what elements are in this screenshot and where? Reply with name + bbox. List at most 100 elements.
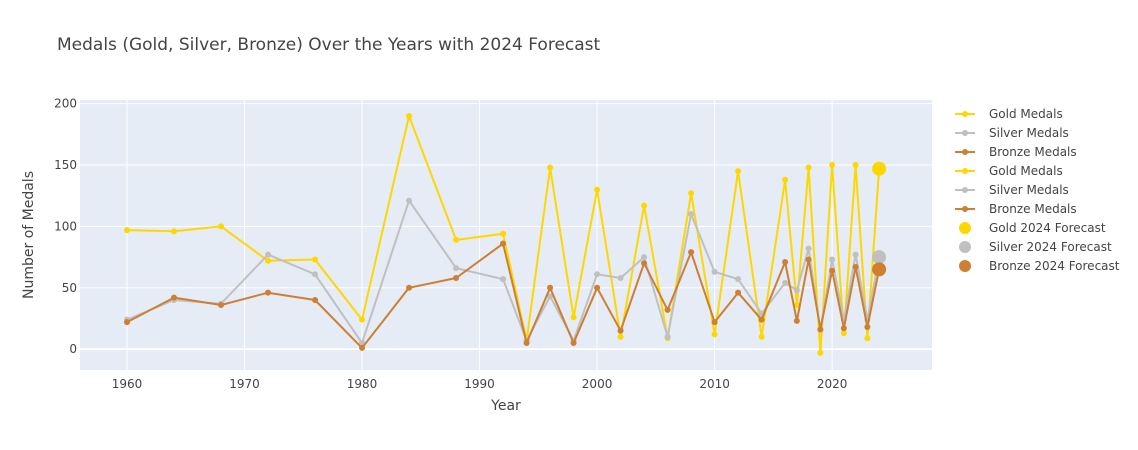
data-point	[547, 293, 554, 300]
legend-item[interactable]: Gold Medals	[955, 164, 1063, 178]
data-point	[218, 223, 225, 230]
y-tick-label: 50	[62, 281, 77, 295]
data-point	[688, 249, 695, 256]
data-point	[265, 289, 272, 296]
legend-label: Bronze 2024 Forecast	[989, 259, 1120, 273]
legend-marker	[962, 111, 968, 117]
data-point	[852, 263, 859, 270]
legend-label: Bronze Medals	[989, 202, 1077, 216]
data-point	[641, 260, 648, 267]
data-point	[406, 197, 413, 204]
data-point	[664, 306, 671, 313]
data-point	[500, 230, 507, 237]
data-point	[547, 284, 554, 291]
legend-label: Gold 2024 Forecast	[989, 221, 1106, 235]
data-point	[453, 265, 460, 272]
data-point	[688, 211, 695, 218]
data-point	[711, 331, 718, 338]
legend-item[interactable]: Bronze 2024 Forecast	[959, 259, 1120, 273]
legend-item[interactable]: Gold Medals	[955, 107, 1063, 121]
data-point	[793, 301, 800, 308]
x-tick-label: 2000	[582, 377, 613, 391]
data-point	[359, 344, 366, 351]
data-point	[829, 256, 836, 263]
data-point	[312, 256, 319, 263]
data-point	[500, 240, 507, 247]
data-point	[829, 267, 836, 274]
legend[interactable]: Gold Medals Silver Medals Bronze Medals Gol…	[955, 107, 1120, 273]
legend-item[interactable]: Gold 2024 Forecast	[959, 221, 1106, 235]
x-tick-label: 2010	[699, 377, 730, 391]
data-point	[523, 340, 530, 346]
data-point	[817, 326, 824, 333]
data-point	[594, 271, 601, 278]
data-point	[735, 276, 742, 283]
legend-marker	[959, 260, 971, 272]
legend-marker	[962, 206, 968, 212]
legend-item[interactable]: Silver 2024 Forecast	[959, 240, 1112, 254]
x-tick-label: 1960	[112, 377, 143, 391]
series-group	[124, 112, 887, 356]
legend-label: Silver Medals	[989, 183, 1069, 197]
data-point	[218, 301, 225, 308]
legend-label: Bronze Medals	[989, 145, 1077, 159]
data-point	[735, 168, 742, 175]
data-point	[359, 316, 366, 323]
data-point	[864, 324, 871, 331]
x-tick-label: 1980	[347, 377, 378, 391]
data-point	[782, 279, 789, 286]
legend-item[interactable]: Silver Medals	[955, 183, 1069, 197]
y-tick-label: 100	[54, 219, 77, 233]
x-axis-title: Year	[490, 398, 521, 414]
data-point	[265, 251, 272, 258]
data-point	[594, 284, 601, 291]
y-axis-ticks: 0 50 100 150 200	[54, 97, 77, 356]
data-point	[872, 250, 887, 265]
legend-label: Gold Medals	[989, 107, 1063, 121]
series-gold-2024-forecast	[872, 161, 887, 176]
legend-marker	[962, 187, 968, 193]
series-bronze-2024-forecast	[872, 262, 887, 277]
data-point	[793, 317, 800, 324]
data-point	[453, 274, 460, 281]
legend-item[interactable]: Bronze Medals	[955, 202, 1077, 216]
x-tick-label: 2020	[817, 377, 848, 391]
data-point	[817, 349, 824, 356]
data-point	[312, 297, 319, 304]
data-point	[664, 333, 671, 340]
chart-title: Medals (Gold, Silver, Bronze) Over the Y…	[57, 35, 601, 55]
data-point	[617, 274, 624, 281]
legend-item[interactable]: Bronze Medals	[955, 145, 1077, 159]
data-point	[758, 333, 765, 340]
data-point	[547, 164, 554, 171]
data-point	[171, 294, 178, 301]
data-point	[641, 254, 648, 261]
x-tick-label: 1970	[229, 377, 260, 391]
legend-marker	[962, 149, 968, 155]
legend-label: Gold Medals	[989, 164, 1063, 178]
legend-marker	[959, 222, 971, 234]
legend-label: Silver 2024 Forecast	[989, 240, 1112, 254]
data-point	[453, 236, 460, 243]
data-point	[805, 164, 812, 171]
data-point	[406, 112, 413, 119]
data-point	[617, 333, 624, 340]
legend-marker	[962, 130, 968, 136]
legend-marker	[962, 168, 968, 174]
series-silver-2024-forecast	[872, 250, 887, 265]
data-point	[641, 202, 648, 209]
legend-label: Silver Medals	[989, 126, 1069, 140]
data-point	[688, 190, 695, 197]
data-point	[312, 271, 319, 278]
legend-marker	[959, 241, 971, 253]
data-point	[852, 162, 859, 169]
data-point	[872, 161, 887, 176]
y-tick-label: 150	[54, 158, 77, 172]
data-point	[711, 319, 718, 326]
x-tick-label: 1990	[464, 377, 495, 391]
data-point	[829, 162, 836, 169]
data-point	[570, 340, 577, 346]
legend-item[interactable]: Silver Medals	[955, 126, 1069, 140]
data-point	[735, 289, 742, 296]
